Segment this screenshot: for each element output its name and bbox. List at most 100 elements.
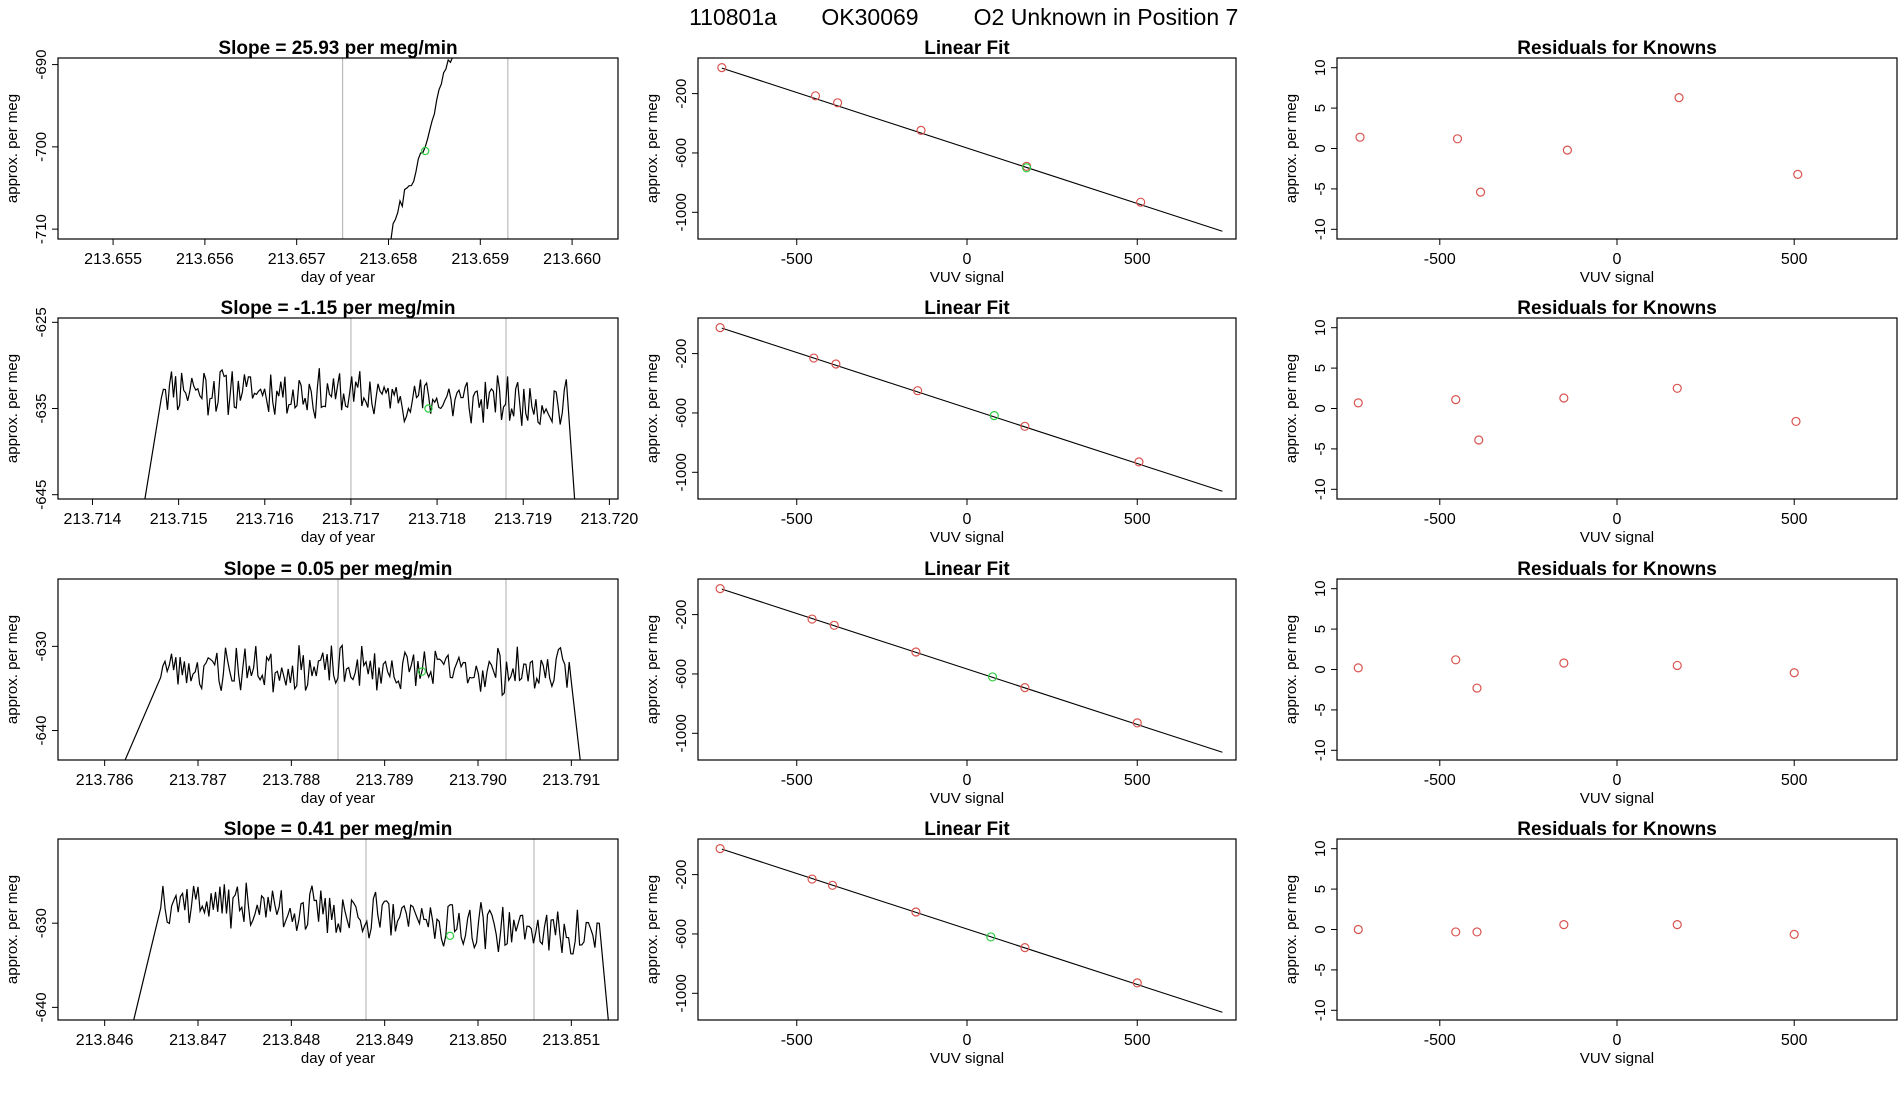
x-axis-label: VUV signal — [930, 790, 1004, 807]
known-point — [1474, 435, 1484, 445]
plot-content — [1355, 92, 1803, 197]
y-tick-label: -635 — [33, 393, 50, 423]
known-point — [1559, 658, 1569, 668]
plot-content — [1353, 383, 1801, 445]
known-point — [1472, 927, 1482, 937]
known-point — [1789, 929, 1799, 939]
y-tick-label: -5 — [1312, 963, 1329, 976]
y-axis-label: approx. per meg — [644, 354, 661, 463]
plot-content — [124, 643, 581, 760]
known-point — [911, 647, 921, 657]
panel-title: Slope = 0.41 per meg/min — [224, 819, 453, 840]
y-tick-label: 0 — [1312, 144, 1329, 152]
x-axis-label: VUV signal — [1580, 529, 1654, 546]
known-point — [1355, 132, 1365, 142]
x-tick-label: -500 — [1424, 772, 1456, 789]
known-point — [1672, 383, 1682, 393]
panel-title: Residuals for Knowns — [1517, 559, 1717, 580]
x-tick-label: 213.720 — [580, 511, 638, 528]
known-point — [810, 91, 821, 101]
known-point — [833, 98, 843, 108]
unknown-marker — [421, 146, 430, 156]
fit-line — [721, 67, 1223, 232]
x-tick-label: 213.658 — [360, 251, 418, 268]
y-axis-label: approx. per meg — [4, 615, 21, 724]
y-tick-label: 0 — [1312, 925, 1329, 933]
plot-content — [715, 323, 1223, 492]
known-point — [1451, 395, 1461, 405]
x-tick-label: -500 — [781, 251, 813, 268]
plot-content — [715, 584, 1223, 753]
y-tick-label: -600 — [673, 398, 690, 428]
y-tick-label: 5 — [1312, 104, 1329, 112]
panel-title: Linear Fit — [924, 298, 1010, 319]
unknown-point — [989, 411, 999, 421]
y-axis-label: approx. per meg — [1283, 875, 1300, 984]
y-tick-label: 5 — [1312, 364, 1329, 372]
unknown-marker — [424, 404, 433, 413]
known-point — [1353, 924, 1363, 935]
y-tick-label: 5 — [1312, 625, 1329, 633]
x-tick-label: 213.791 — [542, 772, 600, 789]
x-axis-label: day of year — [301, 790, 375, 807]
x-tick-label: -500 — [781, 772, 813, 789]
x-tick-label: 213.847 — [169, 1032, 227, 1049]
y-tick-label: -200 — [673, 79, 690, 109]
y-tick-label: -700 — [33, 132, 50, 162]
y-axis-label: approx. per meg — [1283, 94, 1300, 203]
y-tick-label: 10 — [1312, 319, 1329, 336]
plot-content — [390, 58, 458, 239]
known-point — [1134, 457, 1144, 467]
known-point — [809, 353, 819, 363]
y-axis-label: approx. per meg — [4, 94, 21, 203]
x-tick-label: 213.656 — [176, 251, 234, 268]
x-tick-label: 213.846 — [76, 1032, 134, 1049]
header-run-id: 110801a — [689, 4, 777, 30]
x-tick-label: 0 — [963, 251, 972, 268]
x-tick-label: 500 — [1124, 1032, 1151, 1049]
x-tick-label: 213.716 — [236, 511, 294, 528]
x-axis-label: VUV signal — [930, 529, 1004, 546]
x-axis-label: VUV signal — [1580, 1050, 1654, 1067]
known-point — [1451, 927, 1461, 937]
x-tick-label: 500 — [1781, 772, 1808, 789]
x-tick-label: 213.660 — [543, 251, 601, 268]
x-tick-label: 500 — [1124, 772, 1151, 789]
x-tick-label: 0 — [1613, 511, 1622, 528]
panel-title: Linear Fit — [924, 559, 1010, 580]
plot-frame — [57, 578, 619, 761]
plot-content — [144, 368, 576, 499]
x-tick-label: -500 — [1424, 511, 1456, 528]
plot-content — [1353, 655, 1799, 693]
known-point — [916, 125, 926, 135]
plot-frame — [57, 57, 619, 240]
fit-line — [721, 848, 1223, 1013]
x-tick-label: 500 — [1781, 511, 1808, 528]
y-tick-label: -1000 — [673, 193, 690, 231]
x-tick-label: 213.717 — [322, 511, 380, 528]
y-tick-label: -710 — [33, 214, 50, 244]
x-tick-label: 213.850 — [449, 1032, 507, 1049]
x-tick-label: 0 — [963, 511, 972, 528]
plot-content — [133, 882, 609, 1020]
figure-header: 110801a OK30069 O2 Unknown in Position 7 — [689, 4, 1238, 30]
known-point — [1353, 398, 1363, 408]
known-point — [1136, 197, 1146, 207]
panel-3-0: Slope = 0.41 per meg/min 213.846 213.847 21… — [4, 819, 619, 1067]
x-tick-label: 500 — [1781, 1032, 1808, 1049]
y-tick-label: 10 — [1312, 840, 1329, 857]
y-axis-label: approx. per meg — [1283, 615, 1300, 724]
x-tick-label: 213.714 — [64, 511, 122, 528]
y-tick-label: -200 — [673, 600, 690, 630]
x-tick-label: 0 — [1613, 1032, 1622, 1049]
x-tick-label: 213.789 — [356, 772, 414, 789]
known-point — [1789, 668, 1799, 678]
panel-title: Linear Fit — [924, 38, 1010, 59]
y-tick-label: -200 — [673, 339, 690, 369]
panel-title: Linear Fit — [924, 819, 1010, 840]
y-tick-label: -640 — [33, 716, 50, 746]
panel-2-0: Slope = 0.05 per meg/min 213.786 213.787 21… — [4, 559, 619, 807]
known-point — [1791, 416, 1801, 427]
